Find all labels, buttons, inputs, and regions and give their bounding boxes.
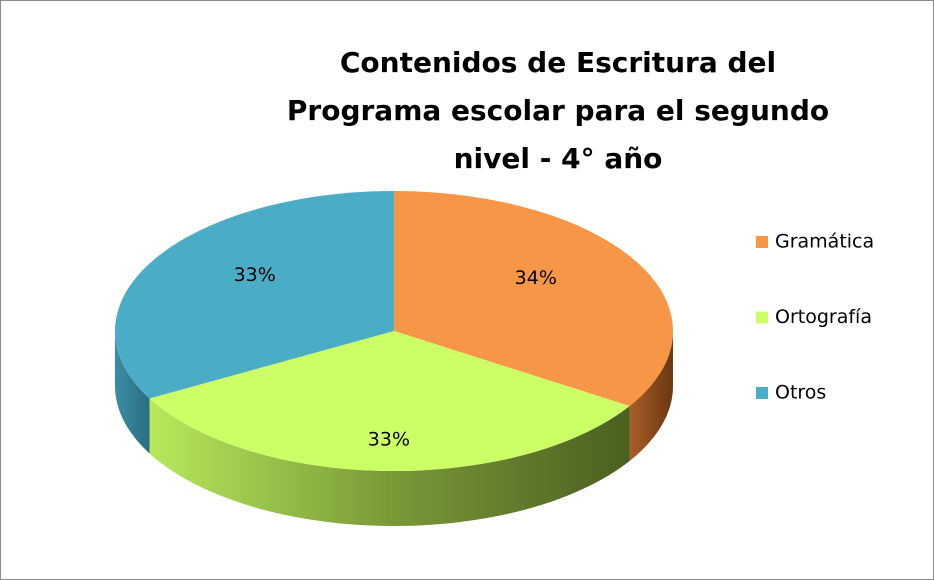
pie-slice bbox=[149, 331, 630, 472]
data-label: 33% bbox=[234, 264, 276, 286]
pie-side bbox=[115, 331, 150, 454]
legend-swatch bbox=[756, 311, 768, 324]
pie-side bbox=[629, 331, 673, 462]
legend-label: Otros bbox=[775, 382, 826, 404]
pie-slice bbox=[114, 190, 394, 399]
data-label: 33% bbox=[368, 429, 410, 451]
legend-label: Gramática bbox=[775, 231, 874, 253]
pie-slice bbox=[394, 191, 673, 407]
data-label: 34% bbox=[515, 267, 557, 289]
legend-swatch bbox=[756, 387, 768, 399]
legend-label: Ortografía bbox=[775, 306, 872, 328]
pie-side bbox=[149, 398, 630, 527]
legend-swatch bbox=[756, 236, 768, 248]
chart-title: Contenidos de Escritura del Programa esc… bbox=[286, 46, 830, 175]
